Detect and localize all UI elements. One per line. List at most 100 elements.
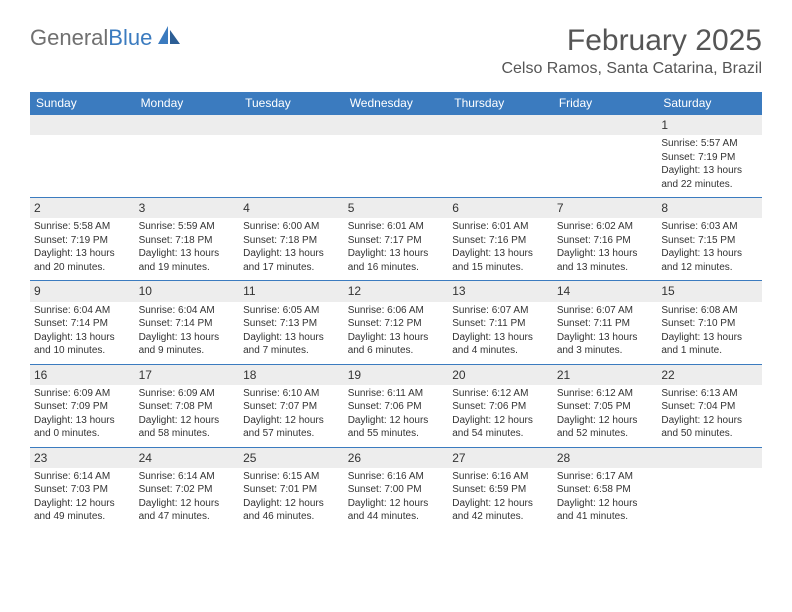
day-number-empty bbox=[135, 115, 240, 135]
day-cell bbox=[239, 115, 344, 198]
sunset-text: Sunset: 7:10 PM bbox=[661, 317, 758, 331]
logo-text-general: General bbox=[30, 25, 108, 51]
day-body: Sunrise: 6:02 AMSunset: 7:16 PMDaylight:… bbox=[553, 218, 658, 280]
sunrise-text: Sunrise: 6:07 AM bbox=[452, 304, 549, 318]
day-cell: 1Sunrise: 5:57 AMSunset: 7:19 PMDaylight… bbox=[657, 115, 762, 198]
daylight-text: Daylight: 13 hours and 16 minutes. bbox=[348, 247, 445, 274]
day-body: Sunrise: 6:15 AMSunset: 7:01 PMDaylight:… bbox=[239, 468, 344, 530]
day-number: 25 bbox=[239, 448, 344, 468]
day-number: 1 bbox=[657, 115, 762, 135]
day-cell: 11Sunrise: 6:05 AMSunset: 7:13 PMDayligh… bbox=[239, 281, 344, 364]
daylight-text: Daylight: 13 hours and 10 minutes. bbox=[34, 331, 131, 358]
daylight-text: Daylight: 13 hours and 3 minutes. bbox=[557, 331, 654, 358]
day-cell bbox=[553, 115, 658, 198]
sunrise-text: Sunrise: 6:13 AM bbox=[661, 387, 758, 401]
day-number: 10 bbox=[135, 281, 240, 301]
day-body: Sunrise: 6:14 AMSunset: 7:02 PMDaylight:… bbox=[135, 468, 240, 530]
day-cell: 6Sunrise: 6:01 AMSunset: 7:16 PMDaylight… bbox=[448, 198, 553, 281]
sunrise-text: Sunrise: 6:01 AM bbox=[348, 220, 445, 234]
daylight-text: Daylight: 12 hours and 55 minutes. bbox=[348, 414, 445, 441]
day-cell: 9Sunrise: 6:04 AMSunset: 7:14 PMDaylight… bbox=[30, 281, 135, 364]
sunrise-text: Sunrise: 5:59 AM bbox=[139, 220, 236, 234]
sunrise-text: Sunrise: 6:07 AM bbox=[557, 304, 654, 318]
daylight-text: Daylight: 13 hours and 1 minute. bbox=[661, 331, 758, 358]
day-number: 26 bbox=[344, 448, 449, 468]
day-cell: 17Sunrise: 6:09 AMSunset: 7:08 PMDayligh… bbox=[135, 364, 240, 447]
sunset-text: Sunset: 7:00 PM bbox=[348, 483, 445, 497]
day-body: Sunrise: 5:58 AMSunset: 7:19 PMDaylight:… bbox=[30, 218, 135, 280]
sunrise-text: Sunrise: 6:16 AM bbox=[452, 470, 549, 484]
daylight-text: Daylight: 12 hours and 47 minutes. bbox=[139, 497, 236, 524]
day-number: 11 bbox=[239, 281, 344, 301]
day-cell: 22Sunrise: 6:13 AMSunset: 7:04 PMDayligh… bbox=[657, 364, 762, 447]
daylight-text: Daylight: 12 hours and 54 minutes. bbox=[452, 414, 549, 441]
daylight-text: Daylight: 13 hours and 7 minutes. bbox=[243, 331, 340, 358]
daylight-text: Daylight: 13 hours and 12 minutes. bbox=[661, 247, 758, 274]
week-row: 2Sunrise: 5:58 AMSunset: 7:19 PMDaylight… bbox=[30, 198, 762, 281]
title-block: February 2025 Celso Ramos, Santa Catarin… bbox=[501, 24, 762, 78]
day-body: Sunrise: 6:09 AMSunset: 7:09 PMDaylight:… bbox=[30, 385, 135, 447]
day-body: Sunrise: 6:00 AMSunset: 7:18 PMDaylight:… bbox=[239, 218, 344, 280]
sunrise-text: Sunrise: 6:12 AM bbox=[557, 387, 654, 401]
day-body-empty bbox=[30, 135, 135, 157]
sunset-text: Sunset: 7:06 PM bbox=[348, 400, 445, 414]
sunset-text: Sunset: 7:01 PM bbox=[243, 483, 340, 497]
day-cell: 28Sunrise: 6:17 AMSunset: 6:58 PMDayligh… bbox=[553, 447, 658, 530]
daylight-text: Daylight: 13 hours and 15 minutes. bbox=[452, 247, 549, 274]
daylight-text: Daylight: 13 hours and 4 minutes. bbox=[452, 331, 549, 358]
day-number-empty bbox=[344, 115, 449, 135]
day-cell: 16Sunrise: 6:09 AMSunset: 7:09 PMDayligh… bbox=[30, 364, 135, 447]
sunrise-text: Sunrise: 6:09 AM bbox=[139, 387, 236, 401]
daylight-text: Daylight: 12 hours and 42 minutes. bbox=[452, 497, 549, 524]
daylight-text: Daylight: 13 hours and 17 minutes. bbox=[243, 247, 340, 274]
day-cell bbox=[448, 115, 553, 198]
day-body: Sunrise: 5:57 AMSunset: 7:19 PMDaylight:… bbox=[657, 135, 762, 197]
sunset-text: Sunset: 7:19 PM bbox=[34, 234, 131, 248]
day-cell: 27Sunrise: 6:16 AMSunset: 6:59 PMDayligh… bbox=[448, 447, 553, 530]
sunset-text: Sunset: 7:06 PM bbox=[452, 400, 549, 414]
day-header: Tuesday bbox=[239, 92, 344, 115]
sunset-text: Sunset: 7:12 PM bbox=[348, 317, 445, 331]
day-body: Sunrise: 6:03 AMSunset: 7:15 PMDaylight:… bbox=[657, 218, 762, 280]
day-cell: 8Sunrise: 6:03 AMSunset: 7:15 PMDaylight… bbox=[657, 198, 762, 281]
sunrise-text: Sunrise: 6:00 AM bbox=[243, 220, 340, 234]
day-body: Sunrise: 6:04 AMSunset: 7:14 PMDaylight:… bbox=[30, 302, 135, 364]
day-header: Wednesday bbox=[344, 92, 449, 115]
daylight-text: Daylight: 12 hours and 58 minutes. bbox=[139, 414, 236, 441]
sunrise-text: Sunrise: 6:03 AM bbox=[661, 220, 758, 234]
day-number-empty bbox=[657, 448, 762, 468]
day-number: 13 bbox=[448, 281, 553, 301]
daylight-text: Daylight: 12 hours and 44 minutes. bbox=[348, 497, 445, 524]
day-number-empty bbox=[239, 115, 344, 135]
day-cell: 4Sunrise: 6:00 AMSunset: 7:18 PMDaylight… bbox=[239, 198, 344, 281]
daylight-text: Daylight: 12 hours and 41 minutes. bbox=[557, 497, 654, 524]
daylight-text: Daylight: 13 hours and 22 minutes. bbox=[661, 164, 758, 191]
daylight-text: Daylight: 12 hours and 52 minutes. bbox=[557, 414, 654, 441]
day-header: Monday bbox=[135, 92, 240, 115]
day-cell: 18Sunrise: 6:10 AMSunset: 7:07 PMDayligh… bbox=[239, 364, 344, 447]
day-number: 19 bbox=[344, 365, 449, 385]
day-header: Friday bbox=[553, 92, 658, 115]
day-body: Sunrise: 6:12 AMSunset: 7:06 PMDaylight:… bbox=[448, 385, 553, 447]
day-body-empty bbox=[239, 135, 344, 157]
day-number: 17 bbox=[135, 365, 240, 385]
day-cell: 19Sunrise: 6:11 AMSunset: 7:06 PMDayligh… bbox=[344, 364, 449, 447]
sunrise-text: Sunrise: 6:16 AM bbox=[348, 470, 445, 484]
day-cell: 21Sunrise: 6:12 AMSunset: 7:05 PMDayligh… bbox=[553, 364, 658, 447]
day-number: 22 bbox=[657, 365, 762, 385]
day-body: Sunrise: 6:10 AMSunset: 7:07 PMDaylight:… bbox=[239, 385, 344, 447]
calendar-table: Sunday Monday Tuesday Wednesday Thursday… bbox=[30, 92, 762, 530]
logo-sail-icon bbox=[156, 24, 182, 52]
day-number: 6 bbox=[448, 198, 553, 218]
day-cell: 24Sunrise: 6:14 AMSunset: 7:02 PMDayligh… bbox=[135, 447, 240, 530]
day-number: 3 bbox=[135, 198, 240, 218]
sunset-text: Sunset: 7:14 PM bbox=[139, 317, 236, 331]
day-cell bbox=[657, 447, 762, 530]
sunset-text: Sunset: 7:16 PM bbox=[557, 234, 654, 248]
day-body: Sunrise: 6:07 AMSunset: 7:11 PMDaylight:… bbox=[553, 302, 658, 364]
sunset-text: Sunset: 7:05 PM bbox=[557, 400, 654, 414]
day-number: 12 bbox=[344, 281, 449, 301]
sunrise-text: Sunrise: 6:14 AM bbox=[34, 470, 131, 484]
day-body: Sunrise: 6:16 AMSunset: 7:00 PMDaylight:… bbox=[344, 468, 449, 530]
day-cell: 20Sunrise: 6:12 AMSunset: 7:06 PMDayligh… bbox=[448, 364, 553, 447]
